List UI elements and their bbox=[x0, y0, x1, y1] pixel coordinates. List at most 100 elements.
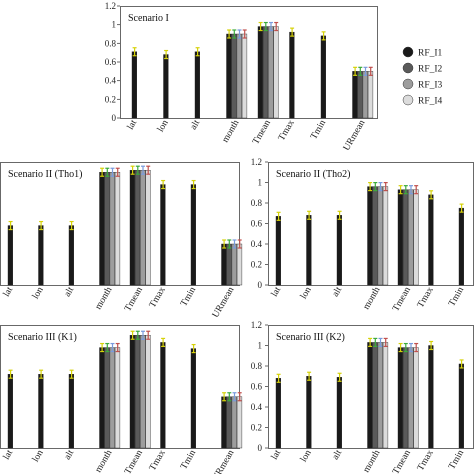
category-label: month bbox=[94, 448, 115, 474]
bar-lat-rf_i1 bbox=[131, 51, 138, 119]
category-label: lon bbox=[156, 118, 171, 134]
category-label: URmean bbox=[342, 118, 368, 152]
bar-tmean-rf_i4 bbox=[145, 169, 151, 286]
bar-lon-rf_i1 bbox=[163, 54, 169, 119]
category-label: Tmin bbox=[447, 448, 466, 471]
panel-title: Scenario II (Tho2) bbox=[276, 169, 350, 180]
bar-tmean-rf_i2 bbox=[403, 189, 409, 286]
category-label: Tmin bbox=[179, 448, 198, 471]
category-label: Tmean bbox=[123, 285, 145, 313]
bar-month-rf_i4 bbox=[382, 342, 389, 449]
category-label: Tmax bbox=[416, 448, 436, 472]
y-tick-label: 0.6 bbox=[105, 57, 117, 67]
bar-urmean-rf_i2 bbox=[357, 71, 363, 119]
category-label: alt bbox=[63, 448, 77, 462]
bar-tmax-rf_i1 bbox=[428, 345, 434, 449]
bar-tmean-rf_i2 bbox=[263, 26, 269, 119]
y-tick-label: 0.2 bbox=[251, 423, 262, 433]
category-label: lat bbox=[270, 285, 284, 299]
panel-title: Scenario III (K2) bbox=[276, 332, 345, 343]
y-tick-label: 0.8 bbox=[251, 198, 263, 208]
bar-month-rf_i4 bbox=[241, 33, 248, 119]
category-label: alt bbox=[63, 285, 77, 299]
bar-tmax-rf_i1 bbox=[160, 184, 166, 286]
y-tick-label: 1 bbox=[258, 341, 263, 351]
category-label: month bbox=[362, 448, 383, 474]
bar-alt-rf_i1 bbox=[68, 225, 75, 286]
bar-alt-rf_i1 bbox=[336, 215, 343, 286]
category-label: Tmean bbox=[251, 118, 273, 146]
category-label: Tmean bbox=[123, 448, 145, 474]
bar-lat-rf_i1 bbox=[7, 374, 14, 449]
legend-marker-rf_i2 bbox=[402, 62, 414, 74]
bar-lon-rf_i1 bbox=[38, 374, 44, 449]
bar-month-rf_i3 bbox=[109, 172, 115, 286]
bar-lat-rf_i1 bbox=[275, 216, 282, 286]
bar-lon-rf_i1 bbox=[306, 215, 312, 286]
bar-month-rf_i2 bbox=[231, 33, 237, 119]
bar-tmax-rf_i1 bbox=[428, 194, 434, 286]
panel-title: Scenario I bbox=[128, 13, 169, 24]
bar-urmean-rf_i4 bbox=[236, 396, 243, 449]
category-label: Tmean bbox=[391, 448, 413, 474]
bar-tmean-rf_i3 bbox=[408, 189, 414, 286]
bar-tmax-rf_i1 bbox=[160, 342, 166, 449]
y-tick-label: 1.2 bbox=[105, 1, 116, 11]
bar-urmean-rf_i1 bbox=[352, 71, 358, 119]
bar-month-rf_i1 bbox=[226, 33, 232, 119]
legend: RF_I1 RF_I2 RF_I3 RF_I4 bbox=[402, 46, 443, 107]
bar-month-rf_i2 bbox=[372, 342, 378, 449]
bar-tmean-rf_i3 bbox=[408, 347, 414, 449]
bar-lon-rf_i1 bbox=[306, 376, 312, 449]
category-label: lon bbox=[299, 285, 314, 301]
bar-tmean-rf_i4 bbox=[273, 26, 279, 119]
bar-urmean-rf_i2 bbox=[226, 396, 232, 449]
category-label: lat bbox=[2, 285, 16, 299]
y-tick-label: 0.4 bbox=[105, 76, 117, 86]
y-tick-label: 1 bbox=[258, 178, 263, 188]
category-label: alt bbox=[331, 448, 345, 462]
chart-panel-2: Scenario II (Tho1) lat lon alt month Tmean Tma… bbox=[0, 162, 243, 320]
y-tick-label: 0.2 bbox=[105, 94, 116, 104]
bar-tmean-rf_i1 bbox=[129, 335, 136, 449]
bar-month-rf_i3 bbox=[236, 33, 242, 119]
category-label: Tmin bbox=[179, 285, 198, 308]
bar-tmean-rf_i1 bbox=[129, 169, 136, 286]
bar-tmean-rf_i1 bbox=[257, 26, 264, 119]
panel-title: Scenario II (Tho1) bbox=[8, 169, 82, 180]
category-label: Tmin bbox=[309, 118, 328, 141]
bar-tmean-rf_i2 bbox=[403, 347, 409, 449]
bar-urmean-rf_i1 bbox=[221, 396, 227, 449]
y-tick-label: 0 bbox=[258, 443, 263, 453]
category-label: lat bbox=[270, 448, 284, 462]
legend-label-rf_i3: RF_I3 bbox=[418, 81, 443, 91]
y-tick-label: 1.2 bbox=[251, 320, 262, 330]
bar-alt-rf_i1 bbox=[194, 51, 201, 119]
legend-marker-rf_i3 bbox=[402, 78, 414, 90]
bar-urmean-rf_i3 bbox=[231, 243, 237, 286]
category-label: URmean bbox=[211, 285, 237, 319]
category-label: Tmax bbox=[148, 448, 168, 472]
y-tick-label: 0.6 bbox=[251, 382, 263, 392]
bar-lon-rf_i1 bbox=[38, 225, 44, 286]
bar-urmean-rf_i4 bbox=[367, 71, 374, 119]
y-tick-label: 1.2 bbox=[251, 157, 262, 167]
bar-lat-rf_i1 bbox=[275, 378, 282, 449]
category-label: month bbox=[221, 118, 242, 144]
bar-tmean-rf_i4 bbox=[413, 189, 419, 286]
category-label: Tmax bbox=[277, 118, 297, 142]
chart-panel-3: 0 0.2 0.4 0.6 0.8 1 1.2 Scenario II (Tho2) lat lo… bbox=[251, 157, 474, 313]
bar-tmin-rf_i1 bbox=[458, 207, 465, 286]
category-label: Tmax bbox=[416, 285, 436, 309]
panel-title: Scenario III (K1) bbox=[8, 332, 77, 343]
category-label: month bbox=[362, 285, 383, 311]
bar-month-rf_i1 bbox=[367, 186, 373, 286]
bar-tmin-rf_i1 bbox=[458, 363, 465, 449]
bar-tmean-rf_i3 bbox=[140, 335, 146, 449]
bar-urmean-rf_i3 bbox=[362, 71, 368, 119]
category-label: Tmin bbox=[447, 285, 466, 308]
chart-panel-1: 0 0.2 0.4 0.6 0.8 1 1.2 Scenario I lat lon alt mont… bbox=[105, 1, 378, 153]
bar-tmean-rf_i3 bbox=[268, 26, 274, 119]
category-label: URmean bbox=[211, 448, 237, 474]
